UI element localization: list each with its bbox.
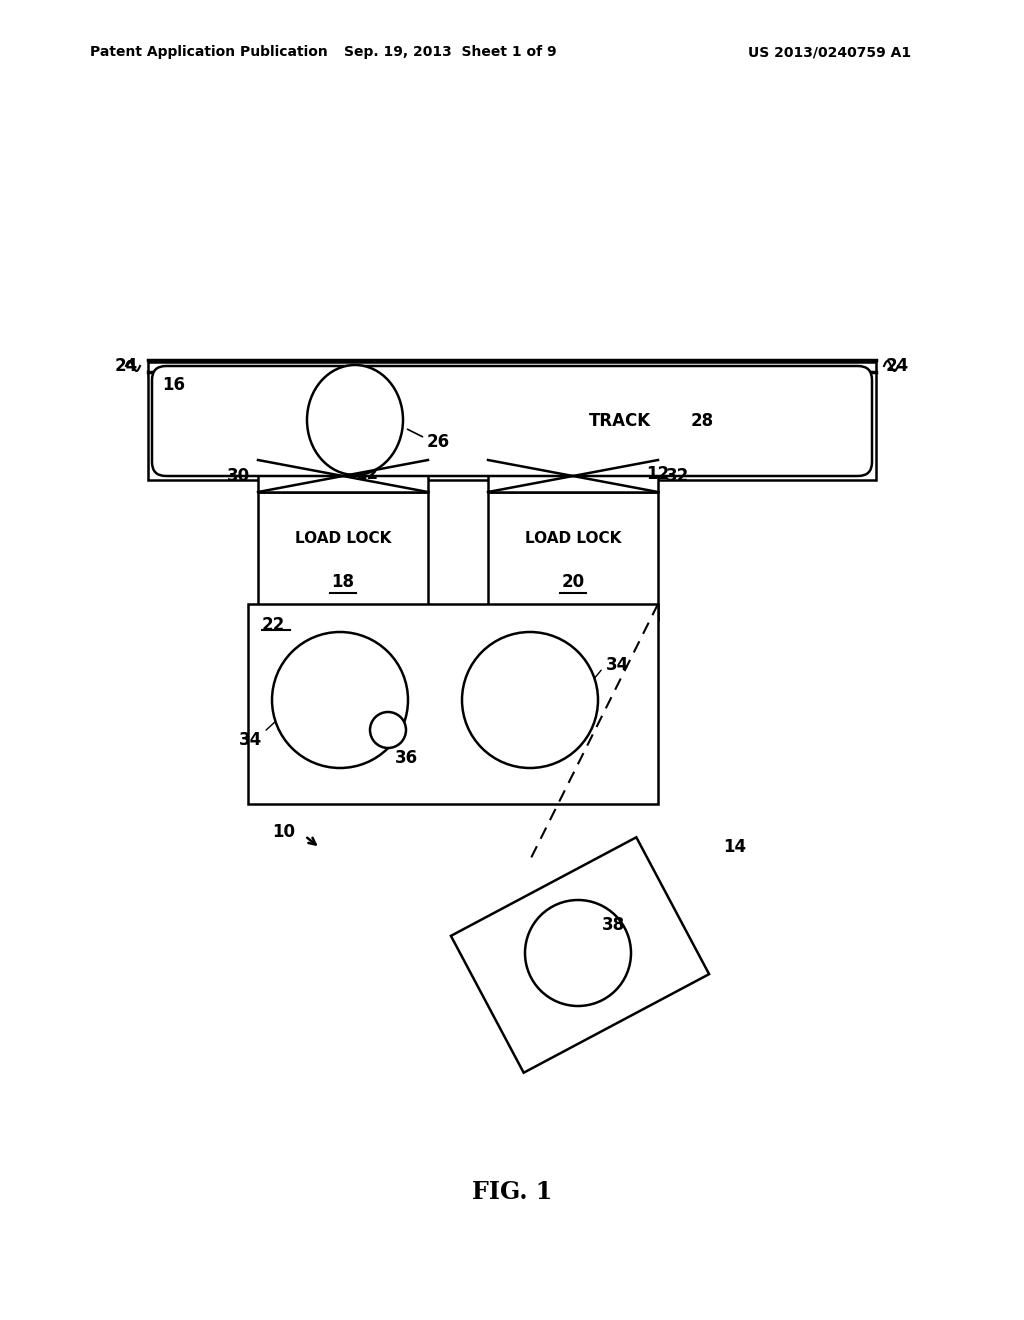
Text: 34: 34 [606,656,630,675]
Polygon shape [258,459,428,492]
Text: Sep. 19, 2013  Sheet 1 of 9: Sep. 19, 2013 Sheet 1 of 9 [344,45,556,59]
FancyBboxPatch shape [152,366,872,477]
Text: 14: 14 [723,838,746,857]
Text: TRACK: TRACK [589,412,651,430]
Circle shape [525,900,631,1006]
Text: 34: 34 [239,731,262,748]
Text: 18: 18 [332,573,354,590]
Circle shape [462,632,598,768]
Text: LOAD LOCK: LOAD LOCK [525,531,622,545]
Circle shape [272,632,408,768]
Polygon shape [488,459,658,492]
Text: 22: 22 [262,616,286,634]
Polygon shape [148,362,876,480]
Text: 12: 12 [646,465,669,483]
Text: 26: 26 [427,433,451,451]
Text: US 2013/0240759 A1: US 2013/0240759 A1 [749,45,911,59]
Text: 24: 24 [886,356,909,375]
Circle shape [370,711,406,748]
Text: 28: 28 [690,412,714,430]
Polygon shape [248,605,658,804]
Polygon shape [258,492,428,620]
Text: 32: 32 [666,467,689,484]
Text: Patent Application Publication: Patent Application Publication [90,45,328,59]
Text: 30: 30 [227,467,250,484]
Ellipse shape [307,366,403,475]
Text: LOAD LOCK: LOAD LOCK [295,531,391,545]
Text: 20: 20 [561,573,585,590]
Text: 12: 12 [355,465,378,483]
Text: 24: 24 [115,356,138,375]
Polygon shape [451,837,709,1073]
Text: 36: 36 [395,748,418,767]
Text: FIG. 1: FIG. 1 [472,1180,552,1204]
Text: 16: 16 [162,376,185,393]
Text: 10: 10 [272,822,295,841]
Polygon shape [488,492,658,620]
Text: 38: 38 [602,916,625,935]
